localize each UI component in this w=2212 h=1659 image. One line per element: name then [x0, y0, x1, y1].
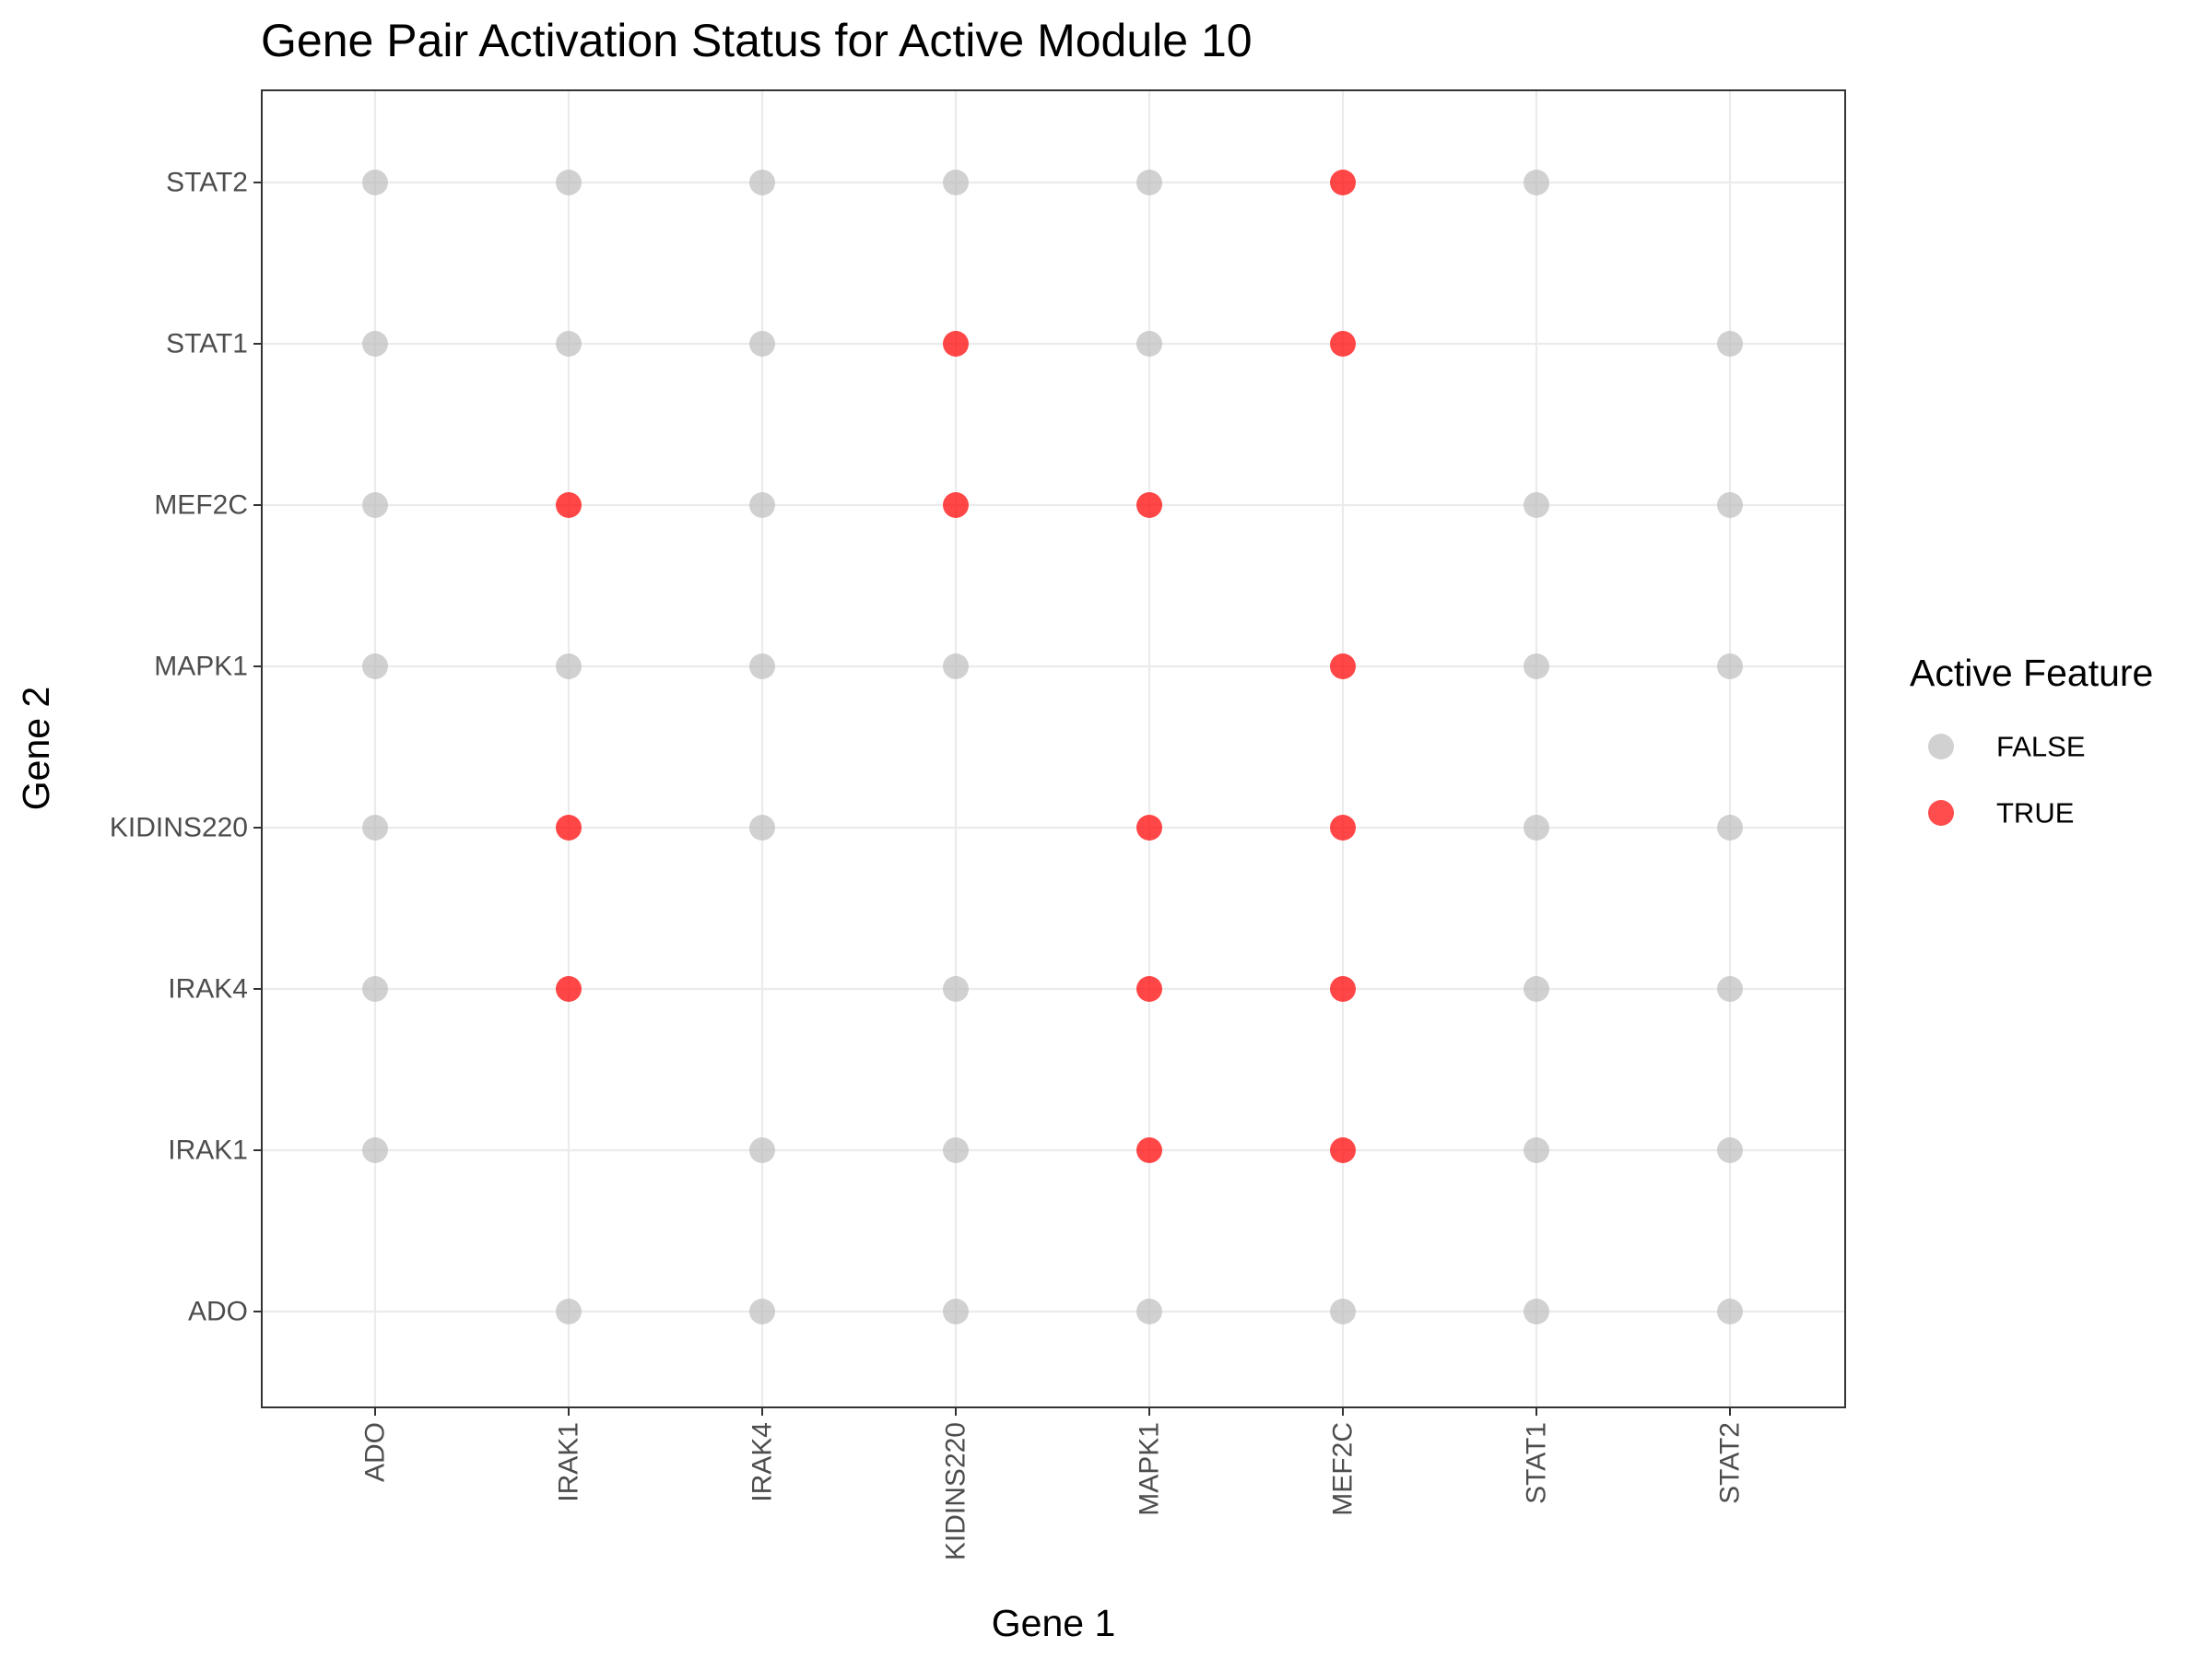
plot-panel	[261, 89, 1846, 1408]
legend-key-true	[1928, 800, 1954, 826]
data-point-irak4-kidins220	[749, 815, 775, 841]
data-point-stat1-ado	[1524, 1299, 1549, 1324]
y-tick-label-stat2: STAT2	[166, 168, 248, 198]
x-tick-label-mef2c: MEF2C	[1328, 1422, 1359, 1516]
data-point-irak1-stat2	[556, 170, 582, 195]
data-point-kidins220-mef2c	[943, 492, 969, 518]
data-point-stat2-irak4	[1717, 976, 1743, 1002]
y-axis: ADO IRAK1 IRAK4 KIDINS220 MAPK1 MEF2C STAT1 STA…	[110, 168, 262, 1327]
data-point-stat2-kidins220	[1717, 815, 1743, 841]
data-point-stat2-mapk1	[1717, 653, 1743, 679]
x-tick-label-irak1: IRAK1	[554, 1422, 584, 1502]
data-point-mapk1-stat2	[1136, 170, 1162, 195]
data-point-mef2c-mapk1	[1330, 653, 1356, 679]
data-point-mapk1-kidins220	[1136, 815, 1162, 841]
data-point-mef2c-stat2	[1330, 170, 1356, 195]
data-point-kidins220-ado	[943, 1299, 969, 1324]
data-point-stat1-mapk1	[1524, 653, 1549, 679]
data-point-irak1-kidins220	[556, 815, 582, 841]
data-point-mef2c-ado	[1330, 1299, 1356, 1324]
x-tick-label-stat1: STAT1	[1522, 1422, 1552, 1504]
data-point-kidins220-mapk1	[943, 653, 969, 679]
x-tick-label-ado: ADO	[360, 1422, 391, 1482]
data-point-mapk1-mef2c	[1136, 492, 1162, 518]
chart-title: Gene Pair Activation Status for Active M…	[261, 15, 1253, 66]
data-point-stat1-irak1	[1524, 1137, 1549, 1163]
data-points	[362, 170, 1743, 1324]
y-axis-title: Gene 2	[15, 687, 57, 811]
y-tick-label-irak1: IRAK1	[168, 1135, 248, 1166]
y-tick-label-mapk1: MAPK1	[154, 652, 248, 682]
data-point-ado-kidins220	[362, 815, 388, 841]
y-tick-label-ado: ADO	[188, 1297, 248, 1327]
legend-label-true: TRUE	[1996, 797, 2074, 830]
legend-key-false	[1928, 734, 1954, 759]
data-point-stat2-irak1	[1717, 1137, 1743, 1163]
data-point-ado-mapk1	[362, 653, 388, 679]
data-point-kidins220-irak4	[943, 976, 969, 1002]
legend: Active Feature FALSE TRUE	[1910, 652, 2153, 830]
data-point-irak1-irak4	[556, 976, 582, 1002]
panel-background	[262, 90, 1845, 1407]
data-point-stat1-stat2	[1524, 170, 1549, 195]
data-point-mapk1-irak1	[1136, 1137, 1162, 1163]
data-point-irak1-ado	[556, 1299, 582, 1324]
data-point-stat2-ado	[1717, 1299, 1743, 1324]
data-point-irak4-ado	[749, 1299, 775, 1324]
y-tick-label-irak4: IRAK4	[168, 974, 248, 1005]
legend-entries: FALSE TRUE	[1928, 731, 2086, 830]
data-point-mef2c-irak1	[1330, 1137, 1356, 1163]
data-point-irak1-mef2c	[556, 492, 582, 518]
data-point-ado-stat1	[362, 331, 388, 357]
data-point-irak4-irak1	[749, 1137, 775, 1163]
data-point-irak4-mapk1	[749, 653, 775, 679]
panel-border	[261, 89, 1846, 1408]
x-tick-label-stat2: STAT2	[1715, 1422, 1746, 1504]
y-tick-label-kidins220: KIDINS220	[110, 813, 248, 843]
x-tick-label-kidins220: KIDINS220	[941, 1422, 971, 1560]
data-point-stat1-kidins220	[1524, 815, 1549, 841]
data-point-mef2c-kidins220	[1330, 815, 1356, 841]
data-point-stat1-mef2c	[1524, 492, 1549, 518]
legend-title: Active Feature	[1910, 652, 2153, 694]
data-point-irak4-stat2	[749, 170, 775, 195]
x-axis: ADO IRAK1 IRAK4 KIDINS220 MAPK1 MEF2C STAT1 STA…	[360, 1407, 1746, 1560]
data-point-stat2-stat1	[1717, 331, 1743, 357]
data-point-mapk1-stat1	[1136, 331, 1162, 357]
data-point-mapk1-irak4	[1136, 976, 1162, 1002]
data-point-kidins220-irak1	[943, 1137, 969, 1163]
data-point-mapk1-ado	[1136, 1299, 1162, 1324]
data-point-irak4-mef2c	[749, 492, 775, 518]
data-point-kidins220-stat1	[943, 331, 969, 357]
y-tick-label-stat1: STAT1	[166, 329, 248, 359]
data-point-mef2c-irak4	[1330, 976, 1356, 1002]
data-point-irak4-stat1	[749, 331, 775, 357]
data-point-ado-mef2c	[362, 492, 388, 518]
data-point-ado-stat2	[362, 170, 388, 195]
data-point-irak1-stat1	[556, 331, 582, 357]
grid-lines	[262, 90, 1845, 1407]
x-axis-title: Gene 1	[992, 1602, 1116, 1644]
x-tick-label-irak4: IRAK4	[747, 1422, 778, 1502]
data-point-stat1-irak4	[1524, 976, 1549, 1002]
data-point-mef2c-stat1	[1330, 331, 1356, 357]
x-tick-label-mapk1: MAPK1	[1135, 1422, 1165, 1516]
data-point-stat2-mef2c	[1717, 492, 1743, 518]
data-point-irak1-mapk1	[556, 653, 582, 679]
data-point-ado-irak1	[362, 1137, 388, 1163]
y-tick-label-mef2c: MEF2C	[154, 490, 248, 521]
legend-label-false: FALSE	[1996, 731, 2086, 763]
data-point-ado-irak4	[362, 976, 388, 1002]
data-point-kidins220-stat2	[943, 170, 969, 195]
